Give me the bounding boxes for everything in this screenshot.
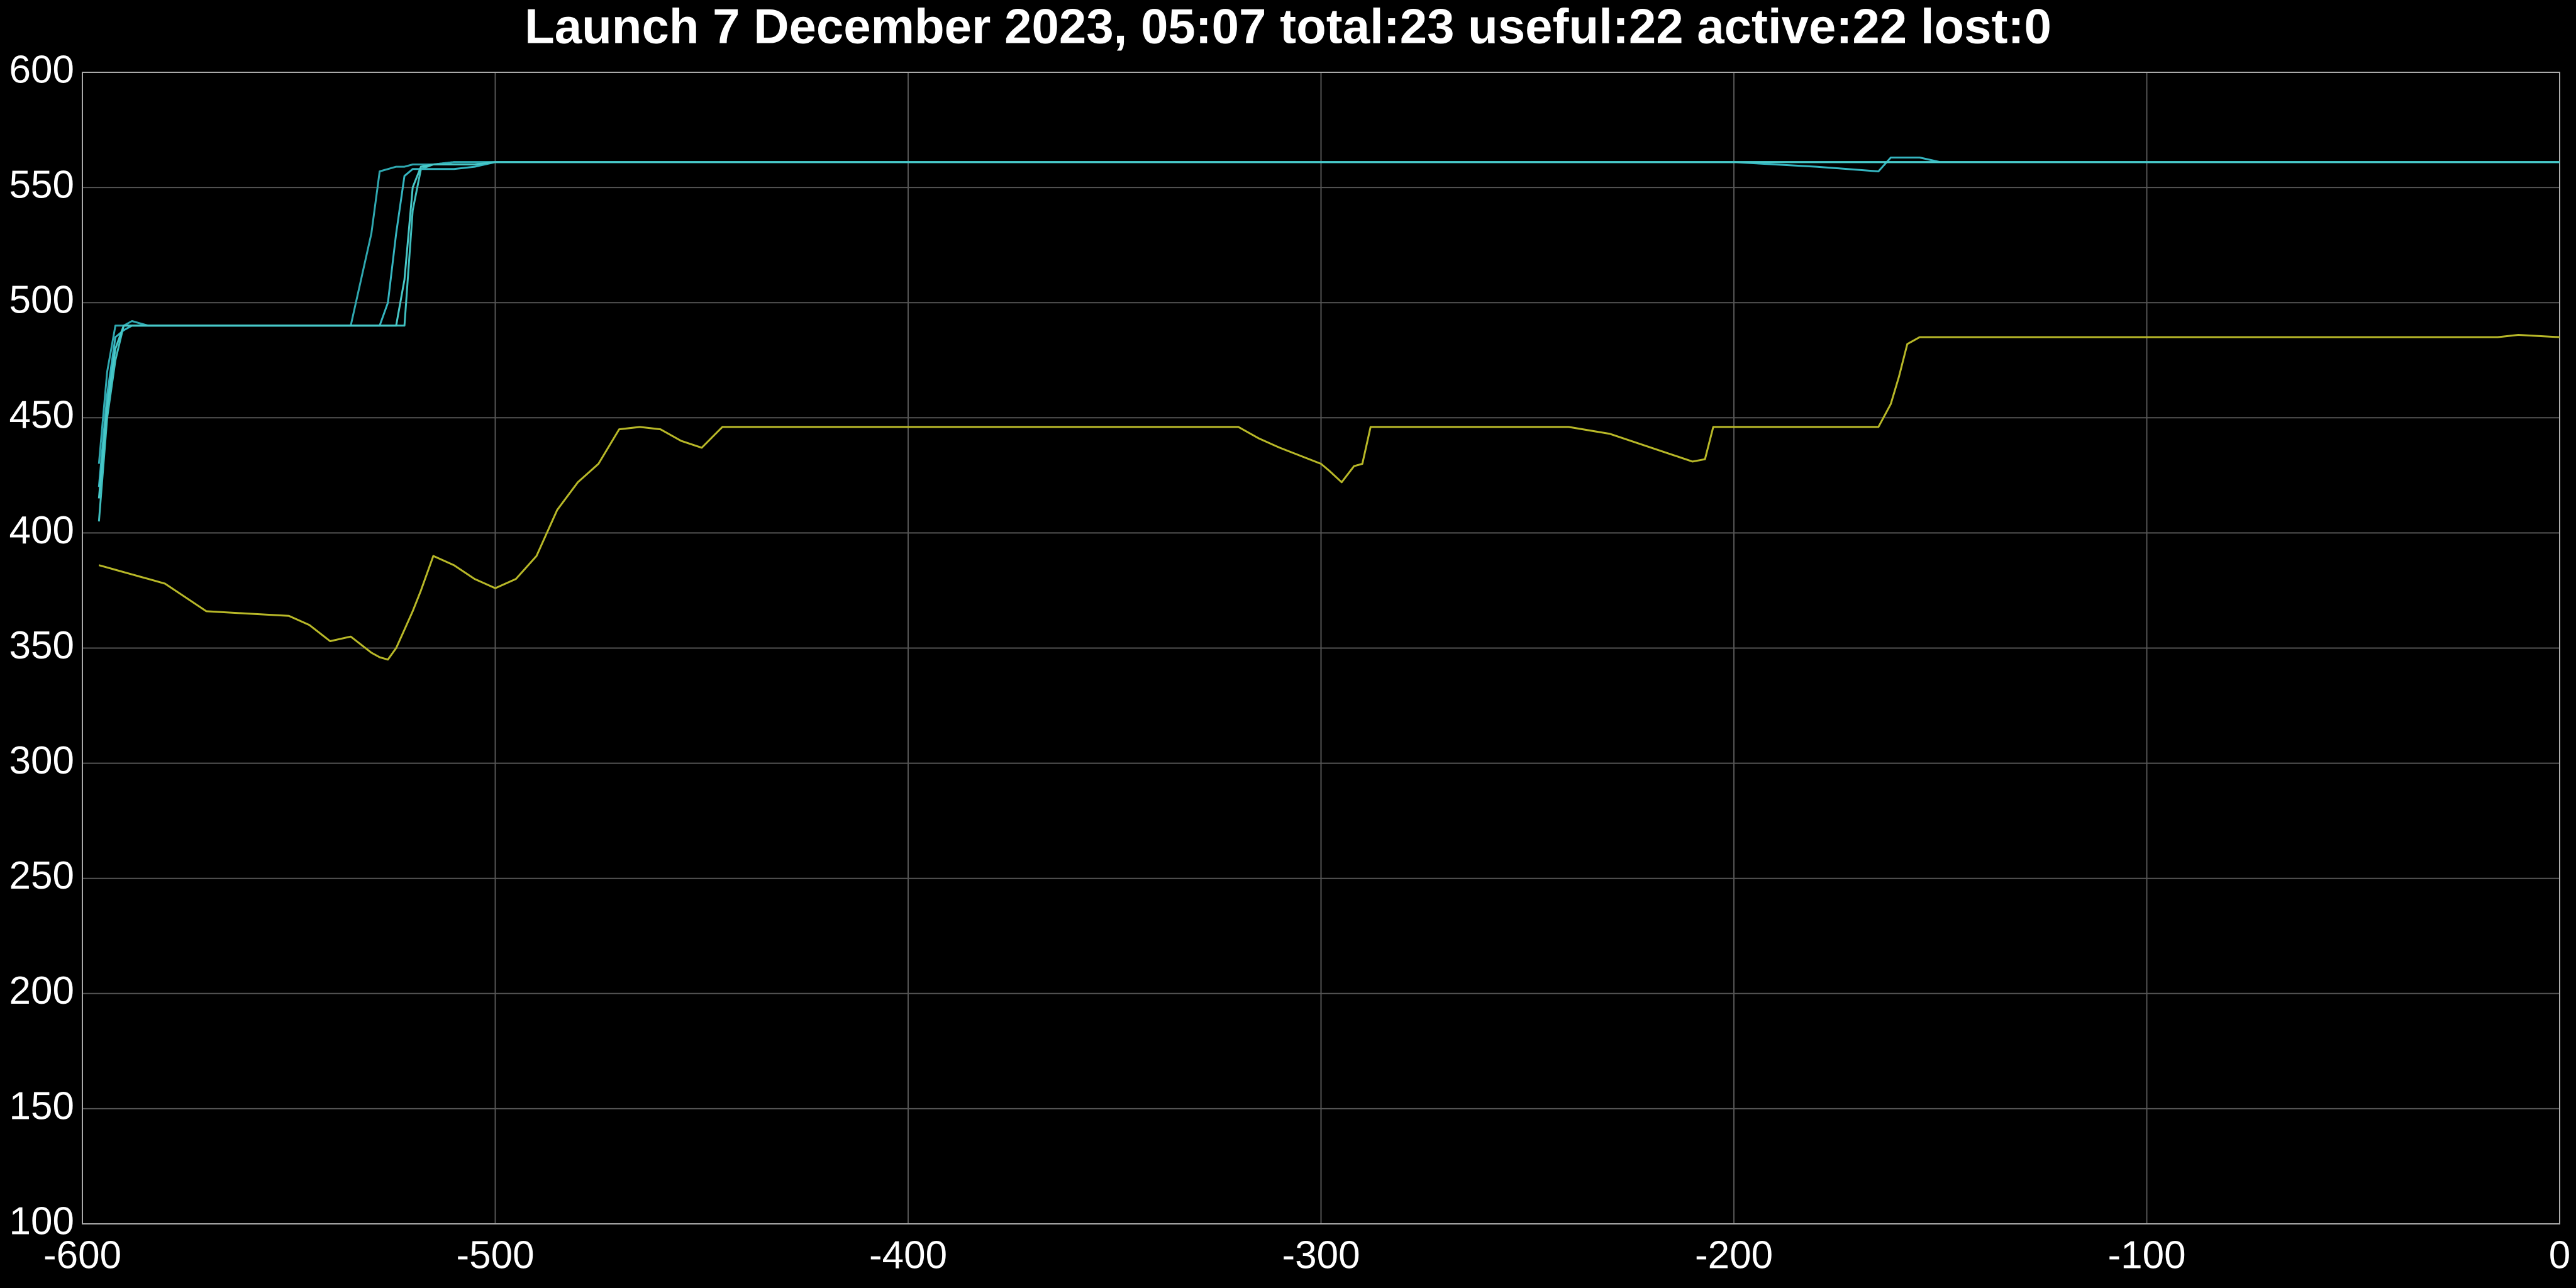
plot-frame	[82, 72, 2560, 1224]
y-tick-label: 450	[9, 394, 74, 437]
x-tick-label: -600	[43, 1233, 121, 1277]
y-tick-label: 350	[9, 624, 74, 667]
x-tick-label: -300	[1282, 1233, 1360, 1277]
data-line	[98, 334, 2560, 661]
chart-title: Launch 7 December 2023, 05:07 total:23 u…	[525, 0, 2051, 54]
y-tick-label: 500	[9, 279, 74, 322]
y-tick-label: 300	[9, 739, 74, 782]
y-tick-label: 200	[9, 969, 74, 1013]
y-tick-label: 400	[9, 509, 74, 552]
data-line	[97, 161, 2560, 499]
y-tick-label: 100	[9, 1199, 74, 1243]
x-tick-label: -400	[869, 1233, 947, 1277]
x-tick-label: -500	[456, 1233, 534, 1277]
y-tick-label: 250	[9, 854, 74, 897]
x-tick-label: -200	[1695, 1233, 1773, 1277]
y-tick-label: 600	[9, 48, 74, 91]
x-tick-label: -100	[2107, 1233, 2185, 1277]
y-tick-label: 150	[9, 1084, 74, 1128]
x-tick-label: 0	[2549, 1233, 2570, 1277]
y-tick-label: 550	[9, 163, 74, 206]
